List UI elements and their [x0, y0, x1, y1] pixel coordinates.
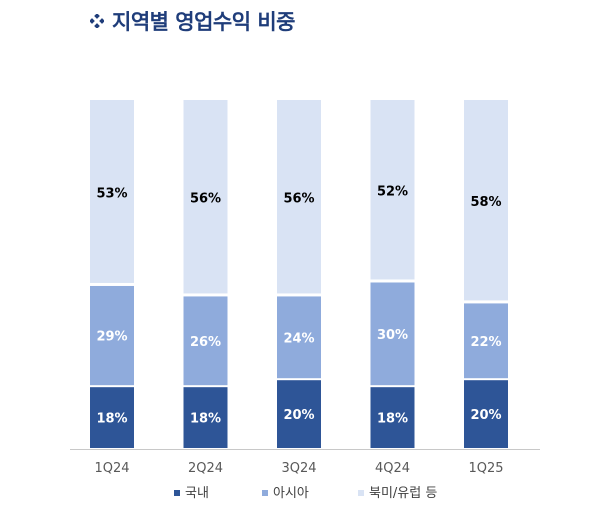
bar-segment-4q24-1	[370, 387, 415, 448]
x-tick-label: 2Q24	[188, 461, 223, 476]
data-label: 56%	[283, 192, 314, 207]
data-label: 18%	[96, 412, 127, 427]
bar-segment-2q24-3	[183, 100, 228, 294]
legend-label-1: 국내	[185, 486, 209, 501]
data-label: 24%	[283, 331, 314, 346]
bar-segment-1q24-3	[90, 100, 134, 283]
bar-segment-1q25-2	[464, 303, 508, 379]
data-label: 26%	[190, 335, 221, 350]
bar-segment-1q25-3	[464, 100, 508, 301]
data-label: 20%	[470, 408, 501, 423]
data-label: 56%	[190, 192, 221, 207]
data-label: 30%	[377, 328, 408, 343]
bar-segment-4q24-3	[370, 100, 415, 280]
x-tick-label: 4Q24	[375, 461, 410, 476]
legend-swatch-3	[358, 490, 364, 496]
bar-segment-3q24-1	[277, 380, 321, 448]
x-tick-label: 3Q24	[281, 461, 316, 476]
x-tick-label: 1Q24	[94, 461, 129, 476]
x-tick-label: 1Q25	[468, 461, 503, 476]
bar-segment-3q24-2	[277, 296, 321, 379]
chart-title: 지역별 영업수익 비중	[90, 6, 296, 36]
bar-segment-4q24-2	[370, 282, 415, 386]
data-label: 22%	[470, 335, 501, 350]
data-label: 52%	[377, 185, 408, 200]
data-label: 29%	[96, 330, 127, 345]
bar-segment-1q24-1	[90, 387, 134, 448]
diamond-dots-icon	[90, 14, 104, 28]
data-label: 18%	[190, 412, 221, 427]
data-label: 53%	[96, 186, 127, 201]
data-label: 18%	[377, 412, 408, 427]
bar-segment-2q24-2	[183, 296, 228, 386]
chart-title-text: 지역별 영업수익 비중	[112, 10, 296, 34]
legend-label-3: 북미/유럽 등	[369, 486, 437, 501]
bar-segment-1q24-2	[90, 285, 134, 386]
data-label: 58%	[470, 195, 501, 210]
legend-swatch-2	[262, 490, 268, 496]
legend-label-2: 아시아	[273, 486, 309, 501]
bar-segment-2q24-1	[183, 387, 228, 448]
data-label: 20%	[283, 408, 314, 423]
bar-segment-3q24-3	[277, 100, 321, 294]
bar-segment-1q25-1	[464, 380, 508, 448]
legend-swatch-1	[174, 490, 180, 496]
